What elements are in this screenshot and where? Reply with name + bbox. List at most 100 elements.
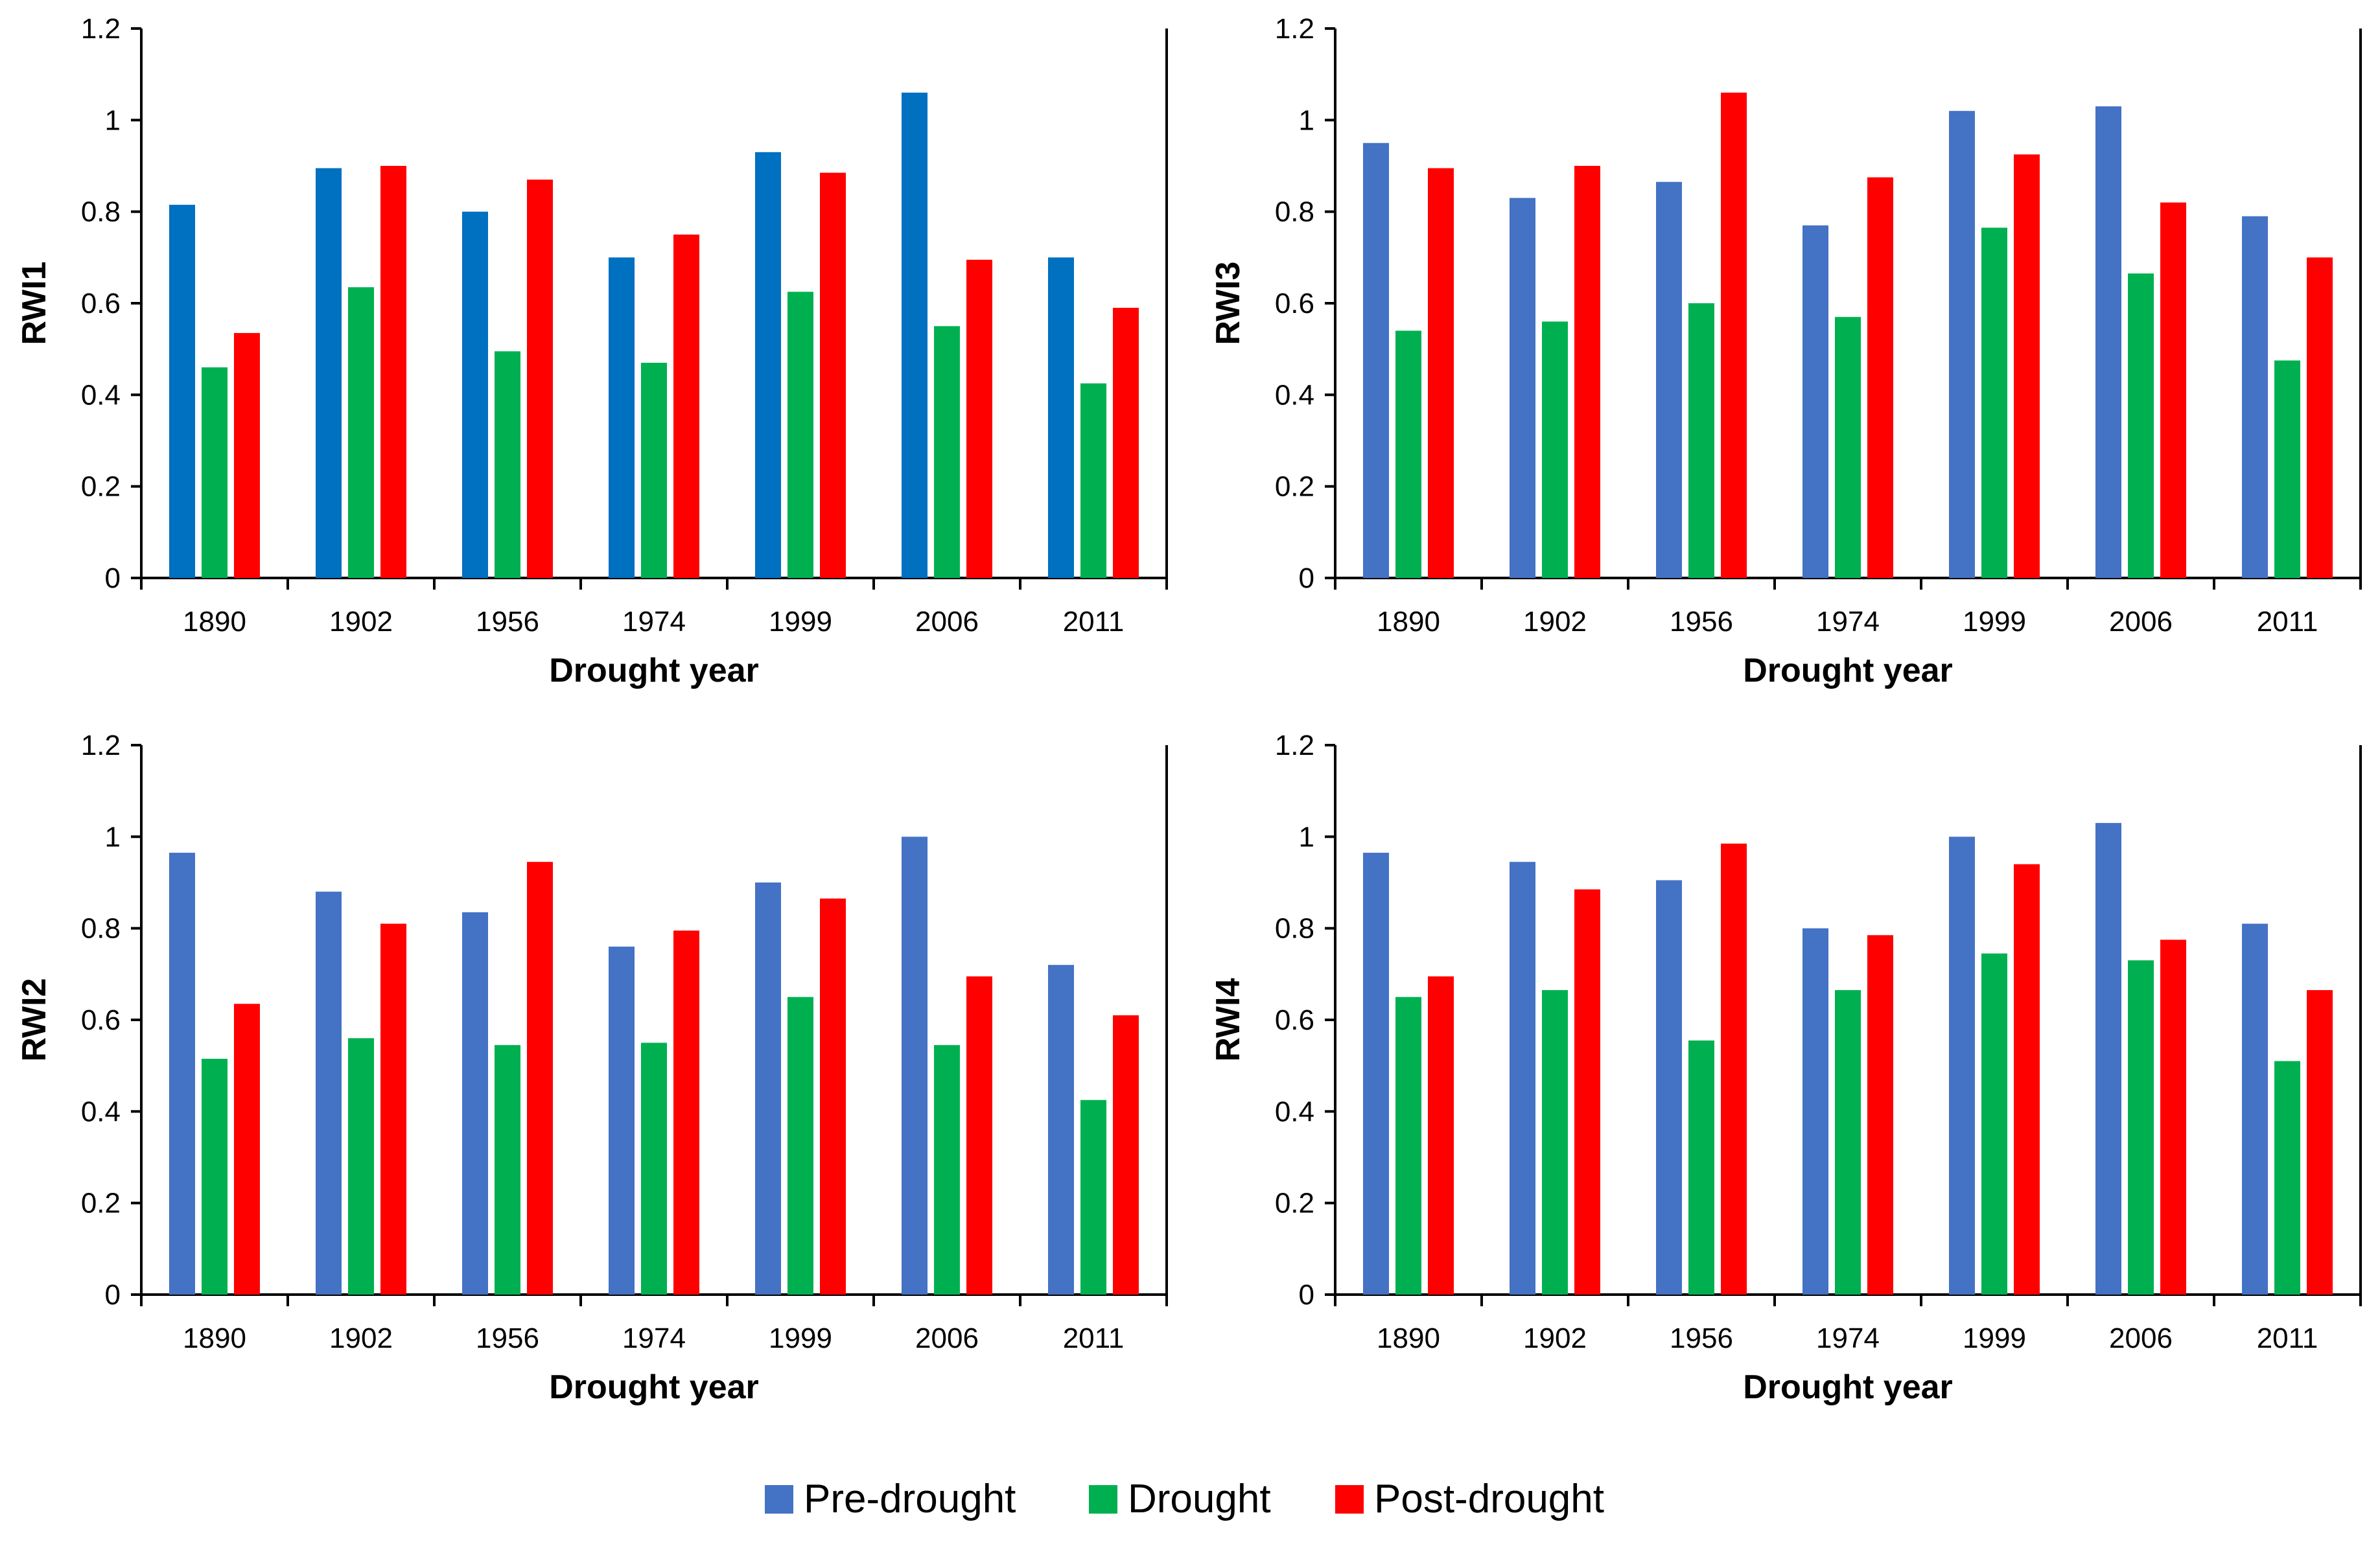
- bar-pre-drought-2006: [902, 92, 928, 578]
- x-tick-label: 1999: [769, 1322, 832, 1354]
- bar-post-drought-1974: [673, 930, 699, 1295]
- bar-pre-drought-1902: [1510, 862, 1535, 1295]
- y-tick-label: 0.8: [81, 196, 121, 228]
- bar-pre-drought-1890: [1363, 143, 1389, 578]
- bar-drought-1999: [1981, 227, 2007, 578]
- bar-post-drought-2011: [1113, 308, 1139, 578]
- bar-pre-drought-2006: [2095, 823, 2121, 1295]
- x-axis-title: Drought year: [1743, 652, 1953, 689]
- bar-pre-drought-2011: [2242, 216, 2268, 578]
- bar-post-drought-1956: [527, 179, 553, 578]
- x-tick-label: 1902: [329, 1322, 393, 1354]
- bar-drought-1890: [1395, 997, 1421, 1295]
- x-tick-label: 1902: [1523, 1322, 1587, 1354]
- bar-drought-1974: [1835, 317, 1861, 578]
- bar-post-drought-1890: [234, 1004, 260, 1295]
- bar-post-drought-1890: [1428, 168, 1454, 578]
- x-tick-label: 1974: [1816, 1322, 1880, 1354]
- bar-post-drought-2011: [2307, 990, 2333, 1295]
- bar-pre-drought-1974: [1802, 225, 1828, 578]
- chart-panel-rwi4: 0 0.2 0.4 0.6 0.8 1 1.2 1890 1902 1956 1974 1999 200…: [1209, 730, 2362, 1406]
- chart-panel-rwi1: 0 0.2 0.4 0.6 0.8 1 1.2 1890 1902 1956 1974 1999 200…: [16, 13, 1168, 689]
- y-tick-label: 0.4: [81, 379, 121, 411]
- bar-pre-drought-1902: [316, 892, 342, 1295]
- y-tick-label: 1.2: [81, 730, 121, 761]
- y-tick-label: 0.2: [81, 471, 121, 503]
- bar-post-drought-2006: [2160, 202, 2186, 578]
- bar-pre-drought-1999: [1949, 111, 1975, 578]
- x-tick-label: 1999: [769, 606, 832, 638]
- x-tick-label: 1956: [1670, 606, 1733, 638]
- bar-pre-drought-1974: [609, 946, 635, 1295]
- y-tick-label: 0.2: [1275, 471, 1314, 503]
- bar-post-drought-1999: [820, 172, 846, 579]
- bar-pre-drought-1890: [1363, 853, 1389, 1295]
- bar-pre-drought-2011: [1048, 965, 1074, 1295]
- x-tick-label: 2006: [2109, 1322, 2173, 1354]
- bar-drought-1956: [495, 351, 520, 578]
- y-axis-title: RWI2: [16, 978, 53, 1061]
- bar-pre-drought-1999: [1949, 836, 1975, 1295]
- bar-post-drought-1890: [1428, 976, 1454, 1295]
- x-tick-label: 1890: [1377, 606, 1440, 638]
- y-tick-label: 0.2: [1275, 1188, 1314, 1219]
- chart-panel-rwi3: 0 0.2 0.4 0.6 0.8 1 1.2 1890 1902 1956 1974 1999 200…: [1209, 13, 2362, 689]
- legend-swatch-drought: [1089, 1485, 1117, 1514]
- bar-drought-2011: [1080, 1100, 1106, 1295]
- bar-post-drought-1974: [1867, 935, 1893, 1295]
- bar-drought-2011: [2274, 360, 2300, 578]
- x-tick-label: 1974: [622, 1322, 686, 1354]
- y-tick-label: 1.2: [81, 13, 121, 45]
- y-tick-label: 0.8: [1275, 913, 1314, 945]
- chart-legend: Pre-drought Drought Post-drought: [765, 1477, 1604, 1521]
- bar-pre-drought-1974: [1802, 928, 1828, 1295]
- y-tick-label: 1.2: [1275, 13, 1314, 45]
- y-tick-label: 1: [1299, 104, 1314, 136]
- bar-pre-drought-1902: [316, 168, 342, 578]
- bar-drought-1902: [348, 287, 374, 578]
- x-tick-label: 1890: [183, 1322, 246, 1354]
- x-tick-label: 1902: [1523, 606, 1587, 638]
- y-tick-label: 0: [105, 562, 121, 594]
- x-tick-label: 2011: [2257, 1322, 2318, 1354]
- bar-post-drought-2011: [1113, 1015, 1139, 1295]
- bar-pre-drought-1999: [755, 883, 781, 1295]
- x-axis-title: Drought year: [549, 1368, 759, 1406]
- bar-drought-1890: [202, 367, 228, 578]
- x-axis-title: Drought year: [549, 652, 759, 689]
- x-tick-label: 2011: [2257, 606, 2318, 638]
- bar-drought-1902: [1542, 990, 1568, 1295]
- bar-post-drought-1999: [2014, 154, 2040, 579]
- bar-pre-drought-2006: [902, 836, 928, 1295]
- bar-pre-drought-2011: [2242, 923, 2268, 1295]
- bar-pre-drought-1902: [1510, 198, 1535, 578]
- y-tick-label: 0: [1299, 1279, 1314, 1311]
- bar-post-drought-2006: [966, 259, 992, 578]
- y-axis-title: RWI4: [1209, 978, 1247, 1061]
- y-tick-label: 0.4: [1275, 379, 1314, 411]
- x-axis-title: Drought year: [1743, 1368, 1953, 1406]
- bar-drought-1956: [1688, 1040, 1714, 1295]
- bar-pre-drought-1999: [755, 152, 781, 579]
- bar-drought-2006: [2128, 960, 2154, 1295]
- bar-pre-drought-2011: [1048, 257, 1074, 578]
- bar-pre-drought-1956: [1656, 181, 1682, 578]
- bar-post-drought-1902: [380, 923, 406, 1295]
- x-tick-label: 2011: [1063, 1322, 1125, 1354]
- legend-label: Pre-drought: [804, 1477, 1016, 1521]
- bar-pre-drought-1956: [462, 912, 488, 1295]
- bar-drought-1974: [641, 1043, 667, 1295]
- bar-drought-2006: [934, 1044, 960, 1295]
- bar-drought-1890: [202, 1059, 228, 1295]
- bar-post-drought-1956: [1721, 92, 1747, 578]
- y-tick-label: 0: [1299, 562, 1314, 594]
- bar-post-drought-1999: [820, 898, 846, 1295]
- y-tick-label: 1: [105, 104, 121, 136]
- legend-swatch-post-drought: [1335, 1485, 1364, 1514]
- bar-drought-2011: [2274, 1061, 2300, 1295]
- x-tick-label: 1999: [1963, 1322, 2026, 1354]
- bar-post-drought-1890: [234, 332, 260, 578]
- bar-drought-1974: [1835, 990, 1861, 1295]
- y-tick-label: 1: [105, 821, 121, 853]
